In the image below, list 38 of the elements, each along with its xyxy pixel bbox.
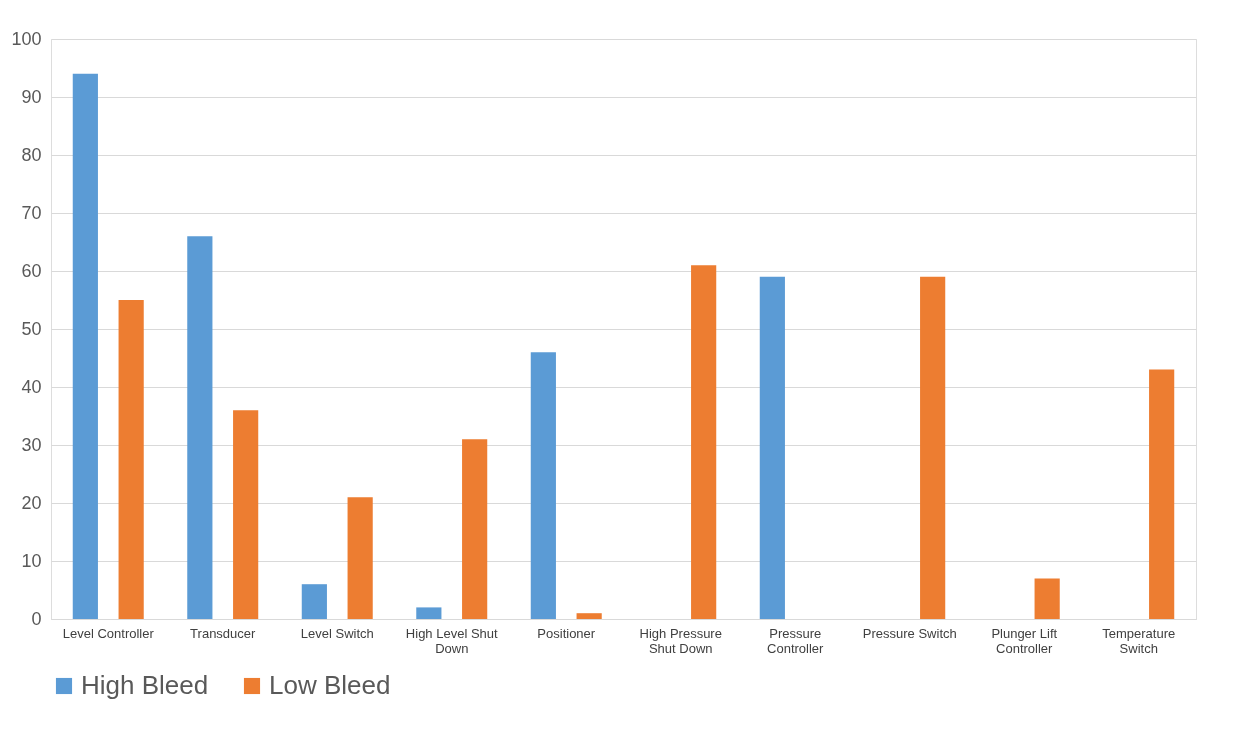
bar: [416, 607, 442, 619]
y-tick-label: 100: [11, 28, 42, 49]
x-tick-label: Positioner: [537, 625, 596, 641]
x-tick-label: Level Switch: [300, 625, 374, 641]
bar: [530, 352, 556, 619]
legend-label: Low Bleed: [269, 670, 391, 700]
bar: [72, 73, 98, 619]
x-tick-label: Transducer: [190, 625, 257, 641]
x-tick-label: Pressure Switch: [862, 625, 957, 641]
bar: [347, 497, 373, 619]
y-tick-label: 60: [21, 260, 42, 281]
bar: [187, 236, 213, 619]
bar: [759, 276, 785, 619]
y-tick-label: 70: [21, 202, 42, 223]
y-tick-label: 0: [31, 608, 42, 629]
x-tick-label: Pressure Controller: [767, 625, 825, 656]
bar: [1034, 578, 1060, 619]
bar: [301, 584, 327, 619]
x-tick-label: Level Controller: [62, 625, 155, 641]
y-tick-label: 30: [21, 434, 42, 455]
y-tick-label: 90: [21, 86, 42, 107]
x-tick-label: Plunger Lift Controller: [991, 625, 1058, 656]
bar: [462, 439, 488, 619]
bar: [576, 613, 602, 619]
y-tick-label: 50: [21, 318, 42, 339]
bar: [691, 265, 717, 619]
y-tick-label: 40: [21, 376, 42, 397]
x-tick-label: High Level Shut Down: [405, 625, 499, 656]
bar: [1149, 369, 1175, 619]
y-tick-label: 20: [21, 492, 42, 513]
x-tick-label: High Pressure Shut Down: [639, 625, 722, 656]
bar: [233, 410, 259, 619]
bar: [118, 300, 144, 619]
y-tick-label: 10: [21, 550, 42, 571]
x-tick-label: Temperature Switch: [1102, 625, 1176, 656]
bar: [920, 276, 946, 619]
legend-label: High Bleed: [81, 670, 209, 700]
y-tick-label: 80: [21, 144, 42, 165]
